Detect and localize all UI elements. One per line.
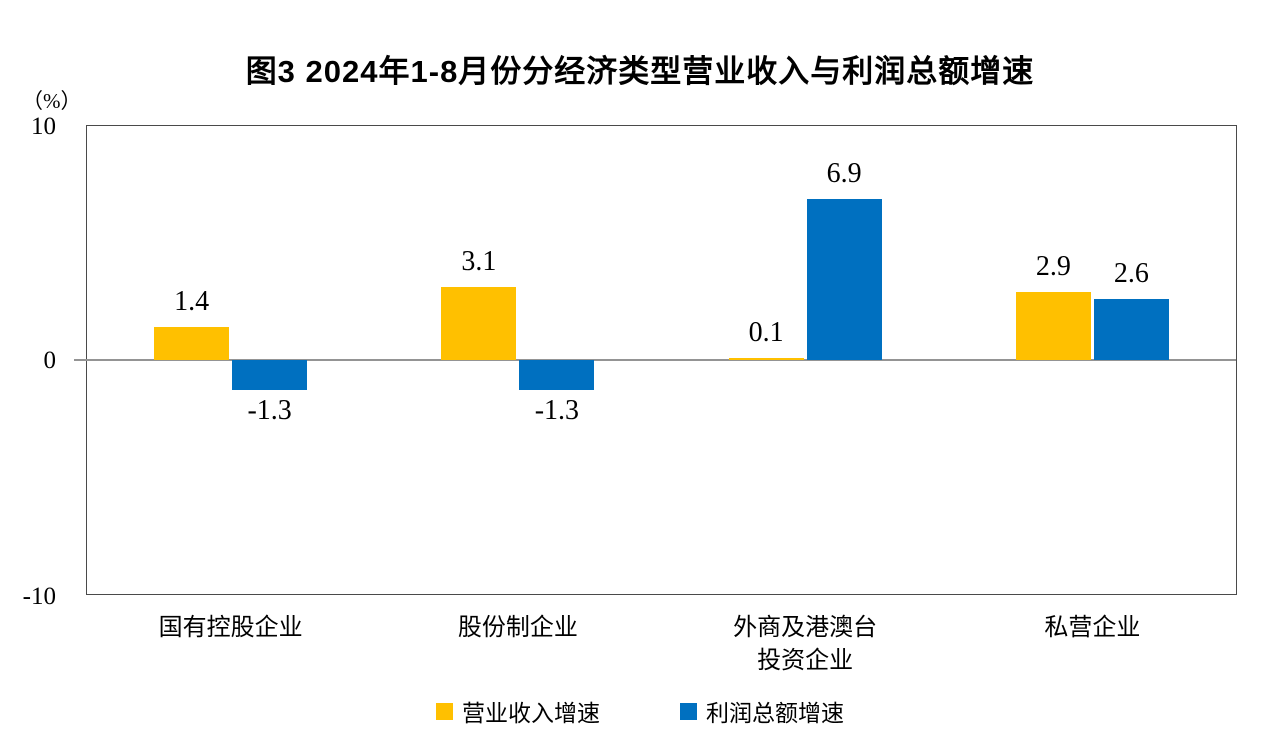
bar-revenue-2 <box>728 357 804 360</box>
y-axis-unit-label: （%） <box>22 89 82 113</box>
legend-item-revenue: 营业收入增速 <box>436 694 600 728</box>
plot-area: 1.4 -1.3 3.1 -1.3 0.1 6.9 2.9 2.6 <box>74 125 1237 595</box>
bar-value-label-profit-1: -1.3 <box>534 395 580 427</box>
bar-revenue-3 <box>1015 292 1091 360</box>
legend-label-profit: 利润总额增速 <box>706 701 844 726</box>
bar-profit-1 <box>519 360 595 391</box>
x-category-label-0: 国有控股企业 <box>158 615 303 641</box>
bar-value-label-revenue-1: 3.1 <box>461 246 497 278</box>
bar-profit-2 <box>806 198 882 360</box>
legend-label-revenue: 营业收入增速 <box>462 701 600 726</box>
legend-swatch-revenue <box>436 702 453 720</box>
bar-profit-0 <box>232 360 308 391</box>
y-axis-tick-label-10: 10 <box>31 113 56 140</box>
bar-value-label-revenue-0: 1.4 <box>174 286 210 318</box>
y-axis-tick-label-neg10: -10 <box>22 583 56 610</box>
bar-value-label-profit-3: 2.6 <box>1113 258 1149 290</box>
bar-profit-3 <box>1093 299 1169 360</box>
x-category-label-2: 外商及港澳台 投资企业 <box>733 615 878 674</box>
zero-axis-line <box>74 359 1236 361</box>
bar-value-label-revenue-3: 2.9 <box>1035 251 1071 283</box>
bar-revenue-0 <box>154 327 230 360</box>
x-category-label-3: 私营企业 <box>1044 615 1141 641</box>
chart-title: 图3 2024年1-8月份分经济类型营业收入与利润总额增速 <box>245 54 1035 89</box>
legend-item-profit: 利润总额增速 <box>680 694 844 728</box>
bar-value-label-revenue-2: 0.1 <box>748 316 784 348</box>
legend-swatch-profit <box>680 702 697 720</box>
bar-revenue-1 <box>441 287 517 360</box>
x-category-label-1: 股份制企业 <box>457 615 578 641</box>
bar-value-label-profit-2: 6.9 <box>826 157 862 189</box>
bar-value-label-profit-0: -1.3 <box>247 395 292 427</box>
legend: 营业收入增速 利润总额增速 <box>0 694 1280 728</box>
y-axis-tick-label-0: 0 <box>43 347 57 374</box>
